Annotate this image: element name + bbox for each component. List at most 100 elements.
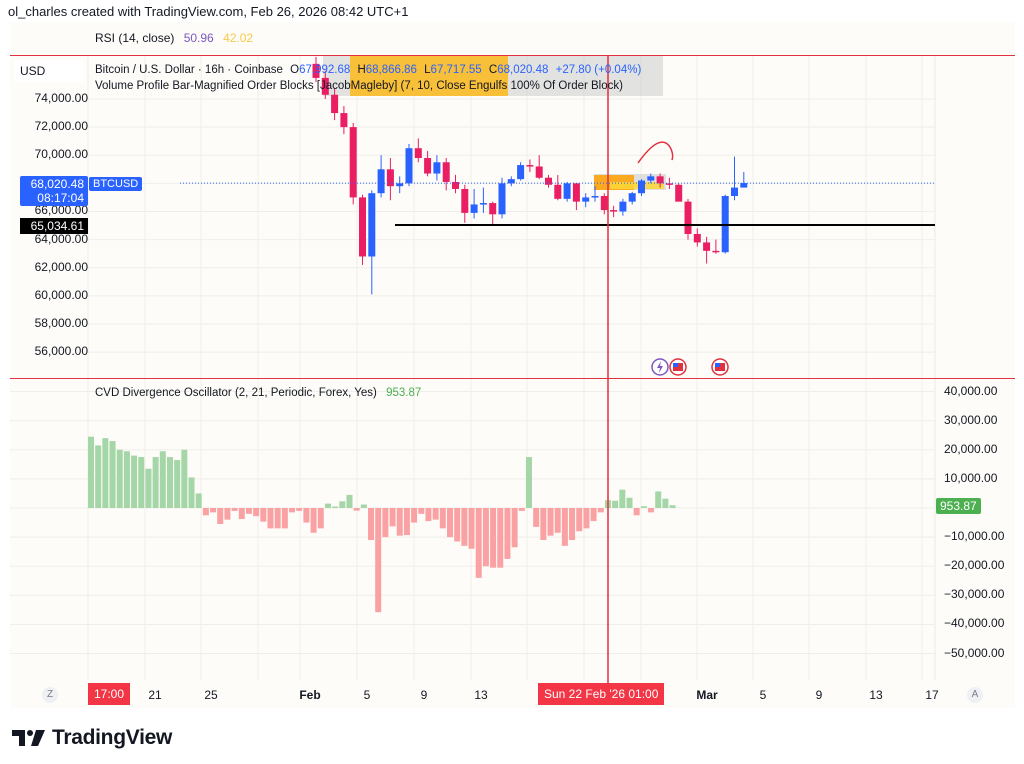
oscillator-bar: [439, 508, 446, 529]
oscillator-bar: [324, 503, 331, 508]
oscillator-bar: [131, 455, 138, 508]
oscillator-bar: [360, 504, 367, 508]
oscillator-bar: [368, 508, 375, 541]
symbol-tag: BTCUSD: [89, 177, 143, 191]
price-axis-label: 64,000.00: [34, 231, 88, 246]
oscillator-bar: [389, 508, 396, 527]
oscillator-bar: [576, 508, 583, 532]
indicator-legend[interactable]: Volume Profile Bar-Magnified Order Block…: [95, 80, 623, 92]
order-block-zone: [610, 182, 664, 189]
time-axis-label: 9: [420, 688, 428, 702]
bar-countdown: 08:17:04: [37, 191, 84, 205]
oscillator-bar: [116, 449, 123, 508]
candle-body: [665, 183, 673, 185]
pane-separator-middle[interactable]: [10, 378, 1015, 379]
candle-body: [470, 204, 478, 213]
candle-body: [396, 183, 404, 187]
time-axis-label: 17: [925, 688, 939, 702]
time-axis-label: Mar: [696, 688, 718, 702]
candle-body: [377, 169, 385, 194]
oscillator-bar: [289, 508, 296, 513]
oscillator-bar: [274, 508, 281, 529]
oscillator-bar: [145, 468, 152, 508]
oscillator-bar: [540, 508, 547, 541]
oscillator-axis-label: −20,000.00: [944, 558, 1005, 573]
last-price-tag: 68,020.48 08:17:04: [20, 176, 88, 206]
symbol-legend[interactable]: Bitcoin / U.S. Dollar · 16h · Coinbase O…: [95, 64, 642, 76]
oscillator-bar: [590, 508, 597, 522]
oscillator-bar: [303, 508, 310, 523]
oscillator-bar: [597, 508, 604, 513]
candle-body: [628, 193, 636, 202]
oscillator-bar: [482, 508, 489, 567]
oscillator-axis-label: 40,000.00: [944, 383, 998, 398]
oscillator-bar: [612, 500, 619, 508]
oscillator-bar: [267, 508, 274, 529]
time-highlight-left: 17:00: [88, 683, 131, 705]
oscillator-bar: [109, 441, 116, 508]
oscillator-bar: [490, 508, 497, 568]
oscillator-bar: [332, 506, 339, 508]
tradingview-logo: TradingView: [12, 726, 172, 750]
pane-separator-top[interactable]: [10, 55, 1015, 56]
candle-body: [731, 187, 738, 197]
rsi-legend[interactable]: RSI (14, close) 50.96 42.02: [95, 31, 253, 45]
oscillator-bar: [475, 508, 482, 578]
candle-body: [405, 148, 413, 184]
oscillator-last-tag: 953.87: [936, 498, 981, 514]
candle-body: [526, 165, 534, 167]
price-axis-label: 70,000.00: [34, 147, 88, 162]
candle-body: [693, 233, 701, 243]
candle-body: [712, 250, 720, 253]
oscillator-bar: [281, 508, 288, 529]
last-price-value: 68,020.48: [30, 177, 84, 191]
oscillator-bar: [461, 508, 468, 546]
candle-body: [349, 127, 357, 198]
oscillator-bar: [561, 508, 568, 546]
oscillator-legend[interactable]: CVD Divergence Oscillator (2, 21, Period…: [95, 387, 421, 399]
time-axis[interactable]: Z 17:00 21 25 Feb 5 9 13 Mar 5 9 13 17 Sun 22 Feb …: [10, 681, 1015, 708]
tradingview-logo-icon: [12, 730, 45, 746]
oscillator-bar: [518, 508, 525, 511]
oscillator-axis-label: −10,000.00: [944, 529, 1005, 544]
oscillator-bar: [583, 508, 590, 529]
candle-body: [703, 242, 711, 251]
candle-body: [479, 203, 487, 205]
candle-body: [638, 180, 645, 194]
oscillator-bar: [339, 501, 346, 508]
oscillator-bar: [504, 508, 511, 559]
chart-frame: RSI (14, close) 50.96 42.02 USD 74,000.0…: [10, 22, 1015, 708]
time-axis-label: 21: [148, 688, 162, 702]
oscillator-bar: [188, 477, 195, 508]
oscillator-bar: [619, 489, 626, 508]
oscillator-bar: [418, 508, 425, 514]
oscillator-bar: [102, 438, 109, 508]
rsi-title: RSI (14, close): [95, 31, 175, 45]
oscillator-bar: [525, 457, 532, 508]
oscillator-bar: [353, 508, 360, 511]
oscillator-bar: [166, 457, 173, 508]
auto-scale-button[interactable]: A: [967, 687, 983, 703]
candle-body: [312, 63, 320, 78]
oscillator-bar: [569, 508, 576, 541]
price-axis-label: 60,000.00: [34, 287, 88, 302]
oscillator-axis-label: −50,000.00: [944, 645, 1005, 660]
oscillator-bar: [195, 493, 202, 508]
candle-body: [359, 197, 366, 257]
candle-body: [507, 179, 515, 184]
candle-body: [563, 183, 571, 199]
chart-canvas[interactable]: [10, 22, 1015, 708]
oscillator-bar: [238, 508, 245, 520]
oscillator-bar: [138, 457, 145, 508]
rsi-value-1: 50.96: [183, 31, 214, 45]
candle-body: [489, 203, 497, 215]
price-axis-label: 58,000.00: [34, 315, 88, 330]
time-axis-label: 13: [869, 688, 883, 702]
oscillator-bar: [224, 508, 231, 520]
time-axis-label: 25: [204, 688, 218, 702]
oscillator-axis-label: −30,000.00: [944, 587, 1005, 602]
zoom-reset-button[interactable]: Z: [42, 687, 58, 703]
candle-body: [591, 196, 599, 198]
oscillator-bar: [648, 508, 655, 513]
currency-selector[interactable]: USD: [14, 60, 84, 82]
